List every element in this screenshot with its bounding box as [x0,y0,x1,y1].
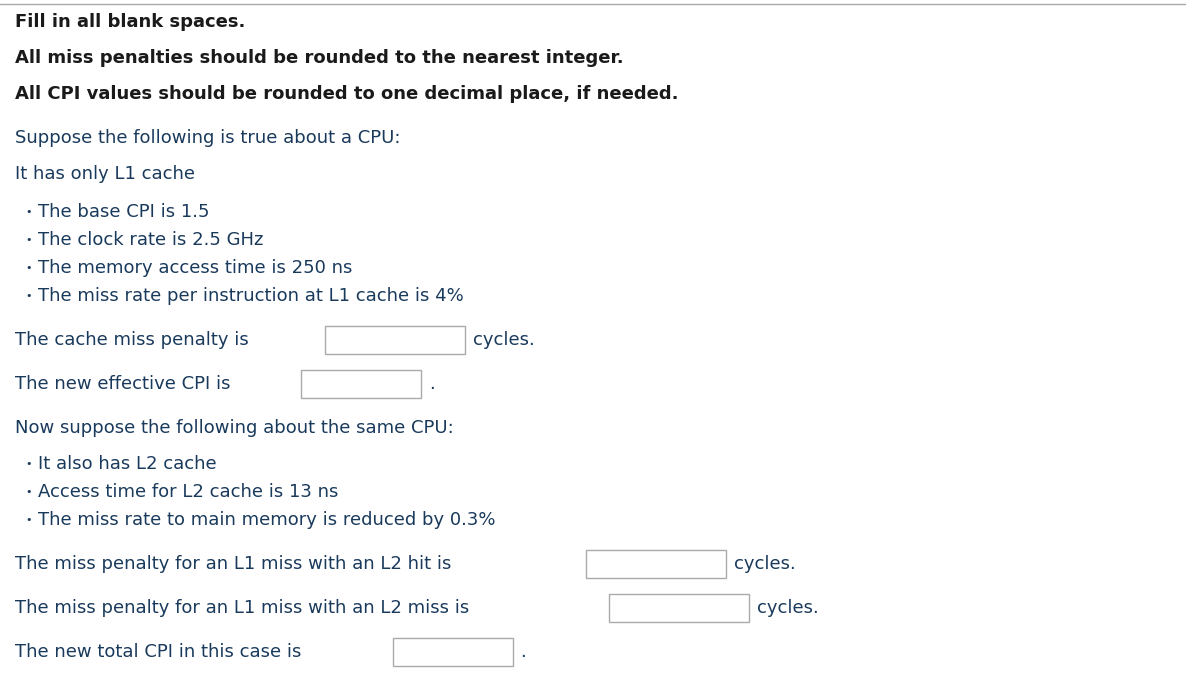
Text: •: • [25,487,32,497]
Text: cycles.: cycles. [734,555,796,573]
FancyBboxPatch shape [301,370,421,398]
Text: The miss rate to main memory is reduced by 0.3%: The miss rate to main memory is reduced … [38,511,496,529]
FancyBboxPatch shape [393,638,512,666]
Text: Suppose the following is true about a CPU:: Suppose the following is true about a CP… [15,129,401,147]
Text: .: . [521,643,527,661]
Text: •: • [25,207,32,217]
Text: The memory access time is 250 ns: The memory access time is 250 ns [38,259,352,277]
Text: It has only L1 cache: It has only L1 cache [15,165,195,183]
Text: The new effective CPI is: The new effective CPI is [15,375,230,393]
Text: Fill in all blank spaces.: Fill in all blank spaces. [15,13,246,31]
Text: .: . [429,375,435,393]
Text: The miss penalty for an L1 miss with an L2 miss is: The miss penalty for an L1 miss with an … [15,599,470,617]
FancyBboxPatch shape [586,550,726,578]
Text: Access time for L2 cache is 13 ns: Access time for L2 cache is 13 ns [38,483,338,501]
Text: The new total CPI in this case is: The new total CPI in this case is [15,643,301,661]
Text: The clock rate is 2.5 GHz: The clock rate is 2.5 GHz [38,231,263,249]
Text: cycles.: cycles. [472,331,535,349]
Text: All CPI values should be rounded to one decimal place, if needed.: All CPI values should be rounded to one … [15,85,678,103]
Text: The miss rate per instruction at L1 cache is 4%: The miss rate per instruction at L1 cach… [38,287,464,305]
Text: All miss penalties should be rounded to the nearest integer.: All miss penalties should be rounded to … [15,49,624,67]
Text: cycles.: cycles. [757,599,818,617]
FancyBboxPatch shape [610,594,750,622]
Text: The miss penalty for an L1 miss with an L2 hit is: The miss penalty for an L1 miss with an … [15,555,452,573]
FancyBboxPatch shape [325,326,465,354]
Text: •: • [25,459,32,469]
Text: •: • [25,291,32,301]
Text: •: • [25,235,32,245]
Text: The cache miss penalty is: The cache miss penalty is [15,331,249,349]
Text: Now suppose the following about the same CPU:: Now suppose the following about the same… [15,419,454,437]
Text: It also has L2 cache: It also has L2 cache [38,455,217,473]
Text: •: • [25,263,32,273]
Text: The base CPI is 1.5: The base CPI is 1.5 [38,203,210,221]
Text: •: • [25,515,32,525]
